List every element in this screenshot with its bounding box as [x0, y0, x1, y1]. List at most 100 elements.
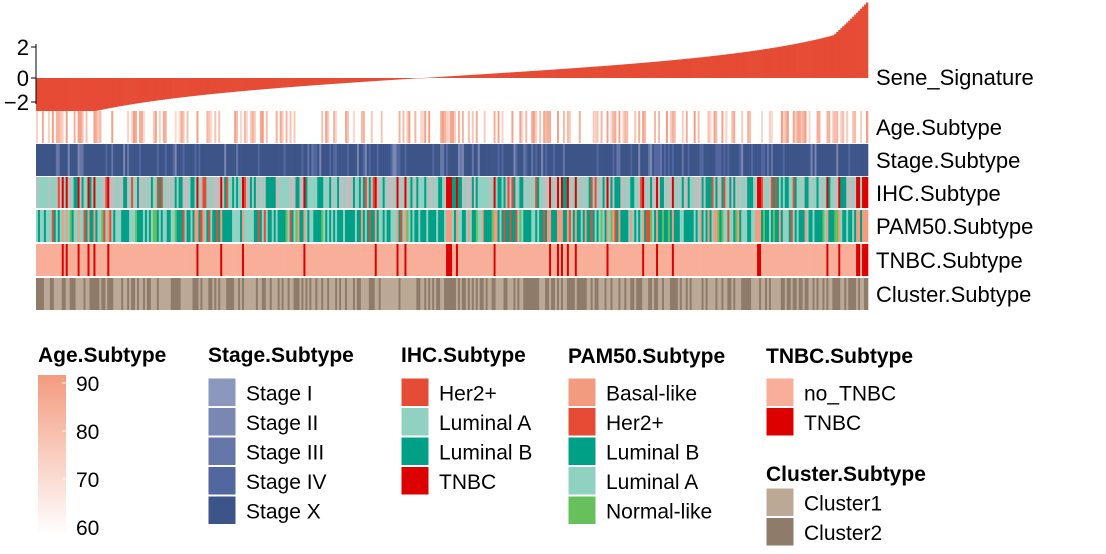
signature-bar	[737, 52, 740, 78]
ihc-track-cell	[818, 177, 821, 208]
stage-track-cell	[180, 144, 183, 176]
ihc-track-cell	[166, 177, 170, 208]
cluster-track-cell	[586, 278, 589, 310]
cluster-track-cell	[539, 278, 542, 310]
tnbc-track-cell	[158, 244, 162, 276]
tnbc-track-cell	[382, 244, 385, 276]
stage-track-cell	[523, 144, 526, 176]
cluster-track-cell	[148, 278, 152, 310]
pam50-track-cell	[497, 210, 500, 242]
cluster-track-cell	[731, 278, 734, 310]
age-track-cell	[654, 111, 657, 143]
ihc-track-cell	[463, 177, 467, 208]
tnbc-track-cell	[75, 244, 78, 276]
age-track-cell	[452, 111, 455, 143]
pam50-track-cell	[428, 210, 431, 242]
tnbc-track-cell	[596, 244, 599, 276]
cluster-track-cell	[588, 278, 591, 310]
signature-bar	[137, 78, 140, 104]
stage-track-cell	[137, 144, 140, 176]
tnbc-track-cell	[414, 244, 417, 276]
tnbc-track-cell	[236, 244, 239, 276]
cluster-track-cell	[184, 278, 187, 310]
signature-y-tick-label: 2	[17, 35, 29, 60]
ihc-track-cell	[636, 177, 639, 208]
stage-track-cell	[99, 144, 102, 176]
age-track-cell	[650, 111, 653, 143]
cluster-track-cell	[414, 278, 417, 310]
pam50-track-cell	[160, 210, 164, 242]
age-track-cell	[172, 111, 175, 143]
signature-bar	[604, 65, 607, 78]
pam50-track-cell	[81, 210, 84, 242]
signature-bar	[117, 78, 120, 107]
pam50-track-cell	[265, 210, 269, 242]
cluster-track-cell	[574, 278, 578, 310]
pam50-track-cell	[333, 210, 336, 242]
stage-track-cell	[71, 144, 74, 176]
cluster-track-cell	[535, 278, 538, 310]
pam50-track-cell	[786, 210, 790, 242]
cluster-track-cell	[234, 278, 237, 310]
pam50-track-cell	[671, 210, 675, 242]
pam50-track-cell	[798, 210, 801, 242]
pam50-track-cell	[763, 210, 766, 242]
signature-bar	[856, 12, 859, 78]
tnbc-track-cell	[319, 244, 322, 276]
signature-bar	[442, 76, 445, 78]
cluster-track-cell	[230, 278, 233, 310]
cluster-track-cell	[37, 278, 41, 310]
signature-bar	[820, 38, 823, 78]
cluster-track-cell	[291, 278, 294, 310]
cluster-track-cell	[398, 278, 401, 310]
pam50-track-cell	[772, 210, 776, 242]
stage-track-cell	[743, 144, 746, 176]
ihc-track-cell	[553, 177, 556, 208]
cluster-track-cell	[331, 278, 334, 310]
tnbc-track-cell	[481, 244, 484, 276]
cluster-track-cell	[481, 278, 484, 310]
tnbc-track-cell	[721, 244, 724, 276]
signature-bar	[576, 67, 580, 78]
age-track-cell	[640, 111, 643, 143]
ihc-legend-swatch	[400, 466, 430, 496]
pam50-track-cell	[596, 210, 599, 242]
signature-bar	[329, 78, 332, 85]
signature-bar	[477, 74, 481, 78]
stage-track-cell	[566, 144, 570, 176]
signature-bar	[658, 61, 661, 78]
stage-track-cell	[36, 144, 39, 176]
age-track-cell	[275, 111, 278, 143]
cluster-track-cell	[792, 278, 795, 310]
cluster-legend-swatch	[765, 517, 795, 547]
cluster-track-cell	[584, 278, 587, 310]
signature-bar	[568, 68, 572, 78]
cluster-track-cell	[707, 278, 710, 310]
tnbc-track-cell	[67, 244, 70, 276]
cluster-track-cell	[515, 278, 518, 310]
signature-bar	[95, 78, 98, 111]
pam50-track-cell	[529, 210, 532, 242]
tnbc-track-cell	[188, 244, 191, 276]
signature-bar	[511, 72, 514, 78]
ihc-track-cell	[374, 177, 378, 208]
cluster-track-cell	[549, 278, 552, 310]
stage-track-cell	[479, 144, 483, 176]
ihc-track-cell	[438, 177, 441, 208]
pam50-track-cell	[834, 210, 837, 242]
age-track-cell	[481, 111, 484, 143]
stage-track-cell	[723, 144, 726, 176]
tnbc-track-cell	[862, 244, 865, 276]
age-track-cell	[582, 111, 586, 143]
age-track-cell	[285, 111, 288, 143]
stage-track-cell	[194, 144, 197, 176]
signature-bar	[113, 78, 116, 108]
tnbc-track-cell	[117, 244, 120, 276]
cluster-track-cell	[556, 278, 560, 310]
age-track-cell	[509, 111, 512, 143]
tnbc-track-cell	[842, 244, 845, 276]
ihc-track-cell	[245, 177, 249, 208]
stage-track-cell	[388, 144, 391, 176]
pam50-track-cell	[57, 210, 61, 242]
pam50-track-cell	[792, 210, 795, 242]
